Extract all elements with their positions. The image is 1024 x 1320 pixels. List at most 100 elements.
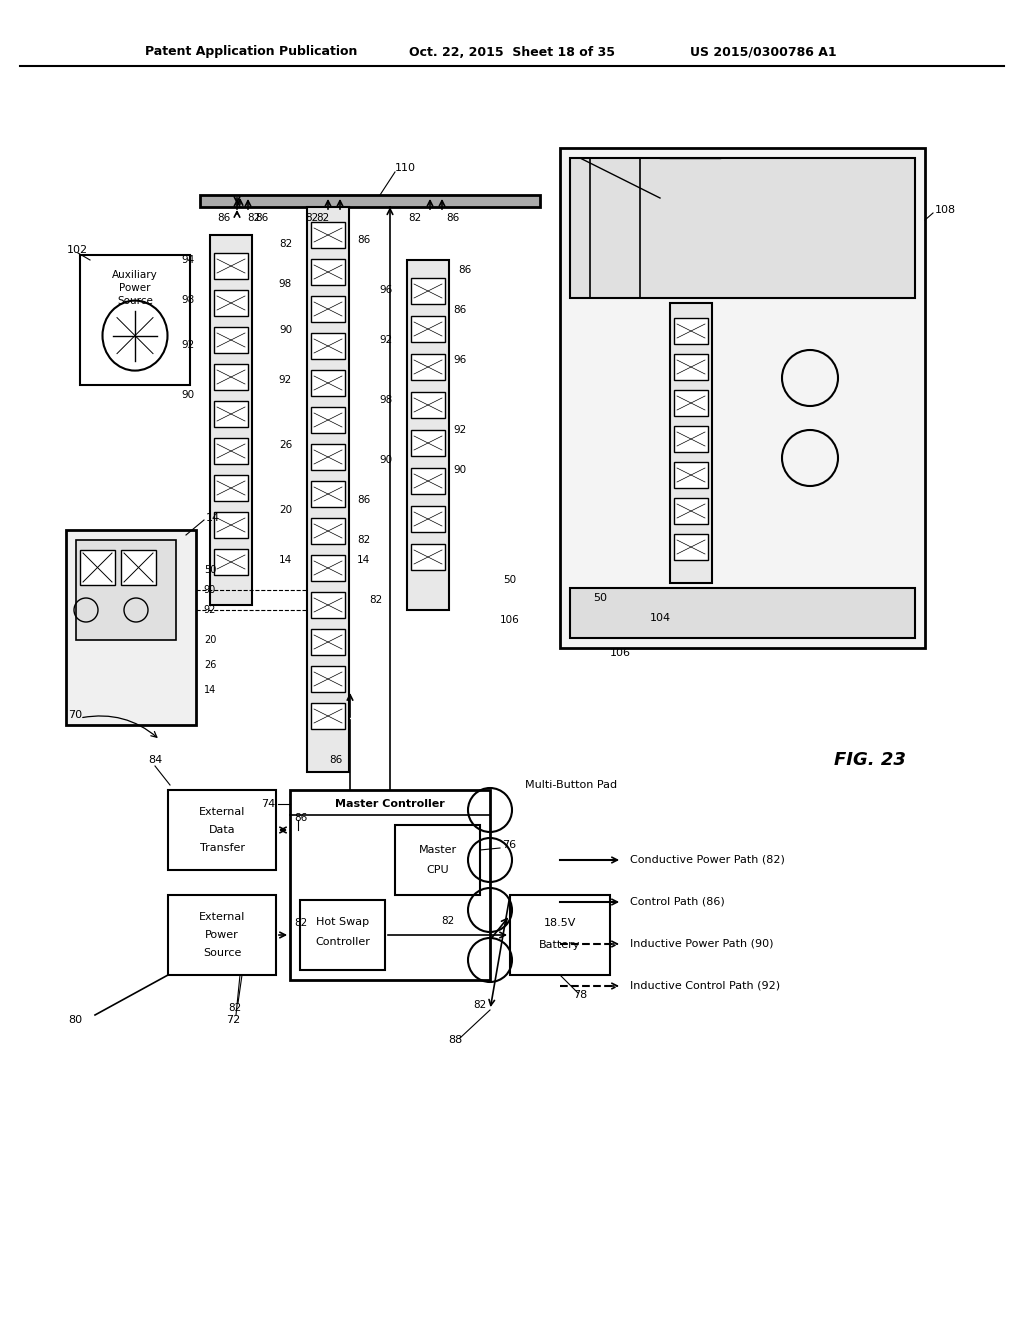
Bar bbox=[674, 535, 708, 560]
Text: 88: 88 bbox=[447, 1035, 462, 1045]
Bar bbox=[670, 304, 712, 583]
Text: 74: 74 bbox=[261, 799, 275, 809]
Text: 82: 82 bbox=[248, 213, 261, 223]
Bar bbox=[168, 789, 276, 870]
Text: 70: 70 bbox=[68, 710, 82, 719]
Bar bbox=[311, 591, 345, 618]
Text: 82: 82 bbox=[409, 213, 422, 223]
Text: Inductive Power Path (90): Inductive Power Path (90) bbox=[630, 939, 773, 949]
Text: Conductive Power Path (82): Conductive Power Path (82) bbox=[630, 855, 784, 865]
Text: 20: 20 bbox=[279, 506, 292, 515]
Bar bbox=[674, 462, 708, 488]
Bar bbox=[168, 895, 276, 975]
Bar bbox=[674, 426, 708, 451]
Bar bbox=[311, 296, 345, 322]
Bar bbox=[411, 354, 445, 380]
Text: 14: 14 bbox=[279, 554, 292, 565]
Text: 98: 98 bbox=[380, 395, 393, 405]
Text: 86: 86 bbox=[217, 213, 230, 223]
Bar bbox=[674, 318, 708, 345]
Text: Master Controller: Master Controller bbox=[335, 799, 444, 809]
Bar bbox=[290, 789, 490, 979]
Text: 86: 86 bbox=[255, 213, 268, 223]
Bar bbox=[214, 327, 248, 352]
Text: 86: 86 bbox=[357, 235, 371, 246]
Text: 98: 98 bbox=[279, 279, 292, 289]
Bar bbox=[311, 259, 345, 285]
Text: 72: 72 bbox=[226, 1015, 240, 1026]
Text: 90: 90 bbox=[182, 389, 195, 400]
Bar bbox=[214, 438, 248, 465]
Bar bbox=[570, 587, 915, 638]
Text: 86: 86 bbox=[446, 213, 460, 223]
Text: 82: 82 bbox=[357, 535, 371, 545]
Text: 82: 82 bbox=[316, 213, 330, 223]
Text: 86: 86 bbox=[458, 265, 471, 275]
Text: 26: 26 bbox=[279, 440, 292, 450]
Text: 104: 104 bbox=[649, 612, 671, 623]
Text: 90: 90 bbox=[204, 585, 216, 595]
Text: 82: 82 bbox=[279, 239, 292, 249]
Text: Battery: Battery bbox=[540, 940, 581, 950]
Bar bbox=[395, 825, 480, 895]
Text: 92: 92 bbox=[204, 605, 216, 615]
Text: 86: 86 bbox=[453, 305, 466, 315]
Text: Hot Swap: Hot Swap bbox=[316, 917, 369, 927]
Text: 90: 90 bbox=[279, 325, 292, 335]
Bar bbox=[214, 549, 248, 576]
Text: Controller: Controller bbox=[315, 937, 370, 946]
Bar bbox=[214, 512, 248, 539]
Text: 92: 92 bbox=[279, 375, 292, 385]
Bar bbox=[300, 900, 385, 970]
Text: 98: 98 bbox=[181, 294, 195, 305]
Text: 14: 14 bbox=[206, 513, 220, 523]
Text: 108: 108 bbox=[935, 205, 956, 215]
Text: 82: 82 bbox=[228, 1003, 242, 1012]
Bar bbox=[407, 260, 449, 610]
Bar bbox=[80, 255, 190, 385]
Text: 50: 50 bbox=[504, 576, 516, 585]
Text: Data: Data bbox=[209, 825, 236, 836]
Bar bbox=[311, 333, 345, 359]
Bar bbox=[411, 506, 445, 532]
Text: 90: 90 bbox=[380, 455, 393, 465]
Bar bbox=[214, 364, 248, 389]
Bar bbox=[214, 401, 248, 426]
Bar bbox=[214, 290, 248, 315]
Text: Power: Power bbox=[205, 931, 239, 940]
Bar bbox=[311, 667, 345, 692]
Text: FIG. 23: FIG. 23 bbox=[835, 751, 906, 770]
Bar bbox=[214, 253, 248, 279]
Bar bbox=[510, 895, 610, 975]
Bar bbox=[307, 207, 349, 772]
Text: 76: 76 bbox=[502, 840, 516, 850]
Text: Source: Source bbox=[203, 948, 242, 958]
Bar bbox=[674, 354, 708, 380]
Text: Power: Power bbox=[119, 282, 151, 293]
Bar bbox=[121, 550, 156, 585]
Text: 106: 106 bbox=[609, 648, 631, 657]
Text: 92: 92 bbox=[380, 335, 393, 345]
Bar bbox=[674, 389, 708, 416]
Text: 14: 14 bbox=[204, 685, 216, 696]
Text: 18.5V: 18.5V bbox=[544, 917, 577, 928]
Text: Master: Master bbox=[419, 845, 457, 855]
Bar bbox=[214, 475, 248, 502]
Text: 106: 106 bbox=[500, 615, 520, 624]
Bar bbox=[311, 554, 345, 581]
Text: 82: 82 bbox=[370, 595, 383, 605]
Bar bbox=[674, 498, 708, 524]
Bar bbox=[311, 517, 345, 544]
Bar bbox=[200, 195, 540, 207]
Bar bbox=[570, 158, 915, 298]
Text: 90: 90 bbox=[453, 465, 466, 475]
Text: 26: 26 bbox=[204, 660, 216, 671]
Text: 110: 110 bbox=[395, 162, 416, 173]
Text: Patent Application Publication: Patent Application Publication bbox=[145, 45, 357, 58]
Bar bbox=[411, 392, 445, 418]
Text: 92: 92 bbox=[453, 425, 466, 436]
Text: 94: 94 bbox=[181, 255, 195, 265]
Bar bbox=[411, 430, 445, 455]
Text: 86: 86 bbox=[330, 755, 343, 766]
Text: Auxiliary: Auxiliary bbox=[112, 271, 158, 280]
